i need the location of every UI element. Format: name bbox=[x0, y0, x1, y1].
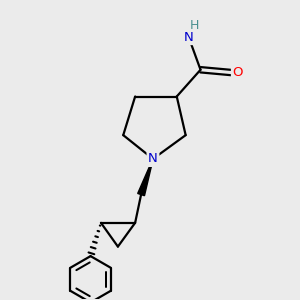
Text: H: H bbox=[189, 19, 199, 32]
Text: O: O bbox=[232, 66, 243, 79]
Polygon shape bbox=[138, 159, 153, 196]
Text: N: N bbox=[148, 152, 158, 165]
Text: N: N bbox=[184, 31, 194, 44]
